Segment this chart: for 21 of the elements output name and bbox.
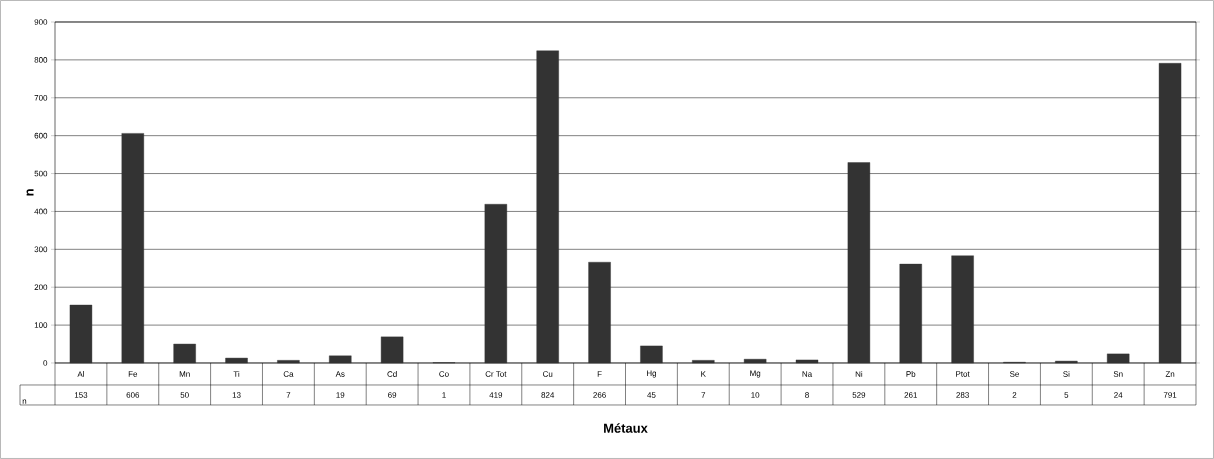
bar [69, 304, 93, 364]
bar [1106, 353, 1130, 364]
bar [1158, 63, 1182, 364]
x-axis-title: Métaux [604, 423, 648, 433]
bar [536, 50, 559, 364]
bar [484, 204, 508, 364]
bar [640, 345, 663, 364]
bar [899, 263, 922, 364]
bar [380, 336, 404, 364]
bar [329, 355, 352, 364]
bar [121, 133, 144, 364]
bar [951, 255, 974, 364]
bar [692, 360, 715, 364]
bar [847, 162, 871, 364]
bar [588, 262, 611, 364]
bar [795, 359, 819, 364]
bar [743, 358, 767, 364]
bar [173, 343, 196, 364]
y-axis-title: n [26, 189, 34, 196]
bar [225, 357, 248, 364]
bar [277, 360, 300, 364]
